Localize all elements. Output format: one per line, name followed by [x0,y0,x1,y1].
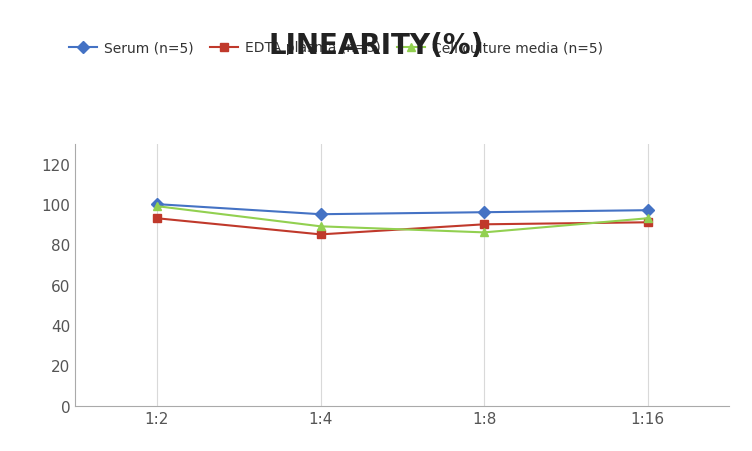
EDTA plasma (n=5) [153,216,162,221]
Cell culture media (n=5) [316,224,325,230]
Serum (n=5) [316,212,325,217]
Serum (n=5) [153,202,162,207]
EDTA plasma (n=5) [480,222,489,227]
Text: LINEARITY(%): LINEARITY(%) [268,32,484,60]
Line: EDTA plasma (n=5): EDTA plasma (n=5) [153,215,652,239]
Serum (n=5) [480,210,489,216]
EDTA plasma (n=5) [643,220,652,226]
EDTA plasma (n=5) [316,232,325,238]
Cell culture media (n=5) [643,216,652,221]
Legend: Serum (n=5), EDTA plasma (n=5), Cell culture media (n=5): Serum (n=5), EDTA plasma (n=5), Cell cul… [69,41,603,55]
Cell culture media (n=5) [153,204,162,209]
Cell culture media (n=5) [480,230,489,235]
Line: Serum (n=5): Serum (n=5) [153,201,652,219]
Line: Cell culture media (n=5): Cell culture media (n=5) [153,202,652,237]
Serum (n=5) [643,208,652,213]
